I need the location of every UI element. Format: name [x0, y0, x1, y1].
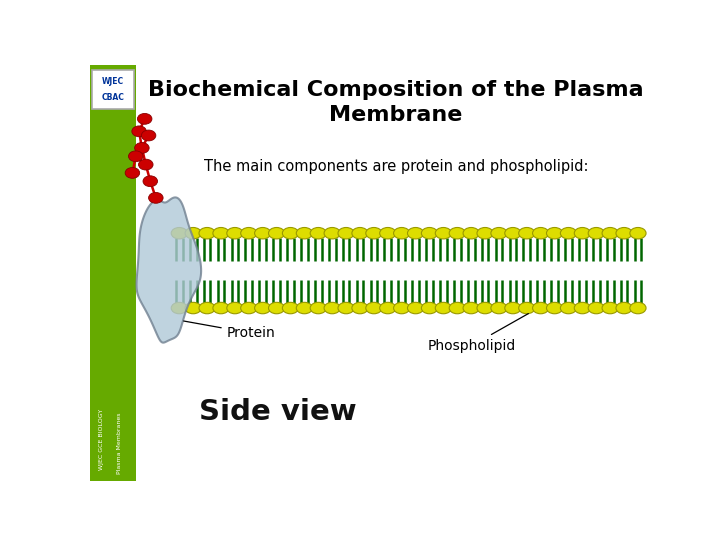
Ellipse shape [588, 302, 604, 314]
Ellipse shape [477, 227, 493, 239]
Ellipse shape [227, 302, 243, 314]
Ellipse shape [255, 302, 271, 314]
Ellipse shape [421, 227, 438, 239]
Ellipse shape [616, 302, 632, 314]
Ellipse shape [199, 302, 215, 314]
Ellipse shape [630, 302, 646, 314]
Ellipse shape [505, 227, 521, 239]
Ellipse shape [436, 227, 451, 239]
Text: WJEC: WJEC [102, 77, 124, 86]
FancyBboxPatch shape [91, 70, 134, 109]
Ellipse shape [171, 227, 187, 239]
Ellipse shape [463, 227, 480, 239]
Ellipse shape [171, 302, 187, 314]
Ellipse shape [227, 227, 243, 239]
Text: Protein: Protein [184, 321, 276, 340]
Ellipse shape [185, 227, 202, 239]
Ellipse shape [324, 302, 341, 314]
Ellipse shape [379, 302, 396, 314]
Ellipse shape [449, 227, 465, 239]
Circle shape [125, 167, 140, 178]
Ellipse shape [449, 302, 465, 314]
Circle shape [143, 176, 158, 187]
Circle shape [138, 113, 152, 124]
Ellipse shape [297, 302, 312, 314]
Ellipse shape [575, 302, 590, 314]
Ellipse shape [269, 227, 284, 239]
Ellipse shape [394, 227, 410, 239]
Ellipse shape [352, 302, 368, 314]
FancyBboxPatch shape [90, 65, 136, 481]
Text: Side view: Side view [199, 398, 356, 426]
Ellipse shape [518, 227, 535, 239]
Ellipse shape [255, 227, 271, 239]
Ellipse shape [463, 302, 480, 314]
Ellipse shape [546, 227, 562, 239]
Ellipse shape [338, 227, 354, 239]
Ellipse shape [602, 227, 618, 239]
Text: Phospholipid: Phospholipid [428, 314, 528, 353]
Ellipse shape [408, 227, 423, 239]
Ellipse shape [491, 227, 507, 239]
Ellipse shape [408, 302, 423, 314]
Ellipse shape [630, 227, 646, 239]
Ellipse shape [324, 227, 341, 239]
Ellipse shape [533, 302, 549, 314]
Circle shape [132, 126, 146, 137]
Circle shape [135, 143, 149, 153]
Ellipse shape [199, 227, 215, 239]
Ellipse shape [560, 227, 577, 239]
Ellipse shape [185, 302, 202, 314]
Ellipse shape [366, 302, 382, 314]
Ellipse shape [282, 302, 299, 314]
Text: Biochemical Composition of the Plasma
Membrane: Biochemical Composition of the Plasma Me… [148, 80, 644, 125]
Ellipse shape [240, 302, 257, 314]
Ellipse shape [491, 302, 507, 314]
Ellipse shape [546, 302, 562, 314]
Text: CBAC: CBAC [102, 93, 125, 102]
Ellipse shape [588, 227, 604, 239]
Ellipse shape [379, 227, 396, 239]
Ellipse shape [352, 227, 368, 239]
Circle shape [138, 159, 153, 170]
Ellipse shape [282, 227, 299, 239]
Circle shape [141, 130, 156, 141]
Ellipse shape [338, 302, 354, 314]
Circle shape [128, 151, 143, 161]
Ellipse shape [240, 227, 257, 239]
Text: Plasma Membranes: Plasma Membranes [117, 413, 122, 474]
Circle shape [148, 192, 163, 203]
Ellipse shape [310, 227, 326, 239]
Ellipse shape [421, 302, 438, 314]
Text: WJEC GCE BIOLOGY: WJEC GCE BIOLOGY [99, 408, 104, 470]
Ellipse shape [505, 302, 521, 314]
Ellipse shape [310, 302, 326, 314]
Ellipse shape [269, 302, 284, 314]
Ellipse shape [518, 302, 535, 314]
Ellipse shape [366, 227, 382, 239]
Ellipse shape [436, 302, 451, 314]
Ellipse shape [575, 227, 590, 239]
Ellipse shape [602, 302, 618, 314]
Ellipse shape [560, 302, 577, 314]
Ellipse shape [477, 302, 493, 314]
Ellipse shape [297, 227, 312, 239]
Ellipse shape [213, 302, 229, 314]
Polygon shape [137, 198, 201, 342]
Ellipse shape [533, 227, 549, 239]
Text: The main components are protein and phospholipid:: The main components are protein and phos… [204, 159, 588, 174]
Ellipse shape [394, 302, 410, 314]
Ellipse shape [213, 227, 229, 239]
Ellipse shape [616, 227, 632, 239]
